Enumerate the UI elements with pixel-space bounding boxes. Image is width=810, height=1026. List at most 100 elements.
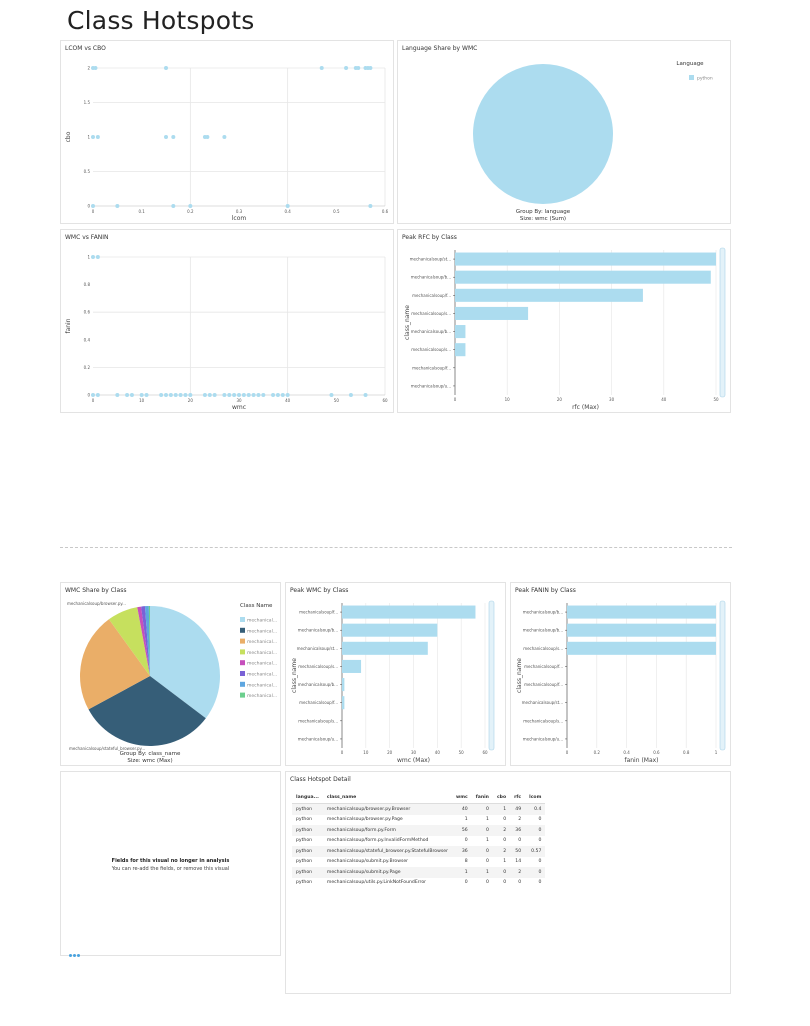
column-header[interactable]: class_name bbox=[322, 792, 452, 804]
panel-title: Peak FANIN by Class bbox=[515, 587, 576, 594]
data-point bbox=[368, 204, 373, 208]
table-cell: mechanicalsoup/utils.py.LinkNotFoundErro… bbox=[326, 880, 427, 886]
data-point bbox=[251, 393, 256, 397]
data-point bbox=[280, 393, 285, 397]
wmc-fanin-panel[interactable]: WMC vs FANIN 0 10 20 30 40 50 60 0 0.2 0.4 0.6 0.8 1… bbox=[60, 229, 394, 413]
table-cell: 0 bbox=[518, 880, 522, 886]
table-cell: 1 bbox=[471, 867, 493, 878]
legend-swatch bbox=[240, 692, 245, 698]
pie-footer-size: Size: wmc (Max) bbox=[127, 758, 172, 764]
peak-wmc-panel[interactable]: Peak WMC by Class 0 10 20 30 40 50 60 mechanica… bbox=[285, 582, 506, 766]
category-label: mechanicalsoup/st... bbox=[297, 646, 338, 651]
table-cell: python bbox=[296, 880, 313, 886]
x-tick-label: 20 bbox=[557, 397, 563, 402]
table-row[interactable]: python mechanicalsoup/utils.py.LinkNotFou… bbox=[292, 878, 545, 889]
pie-slice bbox=[141, 606, 150, 676]
detail-table: langua... class_name wmc fanin cbo rfc lcom py… bbox=[292, 792, 546, 889]
legend-item: python bbox=[697, 76, 713, 82]
legend-item: mechanical... bbox=[247, 650, 277, 656]
table-cell: 40 bbox=[451, 803, 472, 815]
category-label: mechanicalsoup/f... bbox=[412, 293, 451, 298]
x-tick-label: 0.6 bbox=[653, 750, 660, 755]
pie-slice bbox=[148, 606, 150, 676]
y-tick-label: 0.8 bbox=[84, 282, 91, 287]
table-cell: 1 bbox=[486, 838, 489, 844]
table-cell: 36 bbox=[451, 846, 472, 857]
data-point bbox=[344, 66, 349, 70]
data-point bbox=[95, 393, 100, 397]
category-label: mechanicalsoup/f... bbox=[299, 700, 338, 705]
bar bbox=[455, 252, 716, 266]
column-header[interactable]: langua... bbox=[292, 792, 323, 804]
category-label: mechanicalsoup/u... bbox=[298, 736, 338, 741]
table-cell: python bbox=[296, 838, 313, 844]
table-cell: 36 bbox=[510, 825, 526, 836]
data-point bbox=[144, 393, 149, 397]
table-row[interactable]: python mechanicalsoup/browser.py.Browser 4… bbox=[292, 803, 546, 815]
peak-wmc-chart: 0 10 20 30 40 50 60 mechanicalsoup/f... mechanic… bbox=[291, 600, 495, 764]
table-row[interactable]: python mechanicalsoup/browser.py.Page 1 1 0 2… bbox=[292, 815, 545, 826]
pie-footer-group: Group By: language bbox=[516, 209, 571, 215]
x-tick-label: 0.1 bbox=[138, 209, 145, 214]
x-tick-label: 60 bbox=[382, 398, 388, 403]
peak-rfc-panel[interactable]: Peak RFC by Class 0 10 20 30 40 50 mechanicals… bbox=[397, 229, 731, 413]
bar bbox=[567, 641, 716, 655]
table-cell: python bbox=[292, 825, 323, 836]
table-cell: 1 bbox=[486, 817, 489, 823]
table-row[interactable]: python mechanicalsoup/form.py.InvalidForm… bbox=[292, 836, 545, 847]
lcom-cbo-chart: 0 0.1 0.2 0.3 0.4 0.5 0.6 0 0.5 1 1.5 2 lcom cbo bbox=[65, 66, 389, 223]
data-point bbox=[188, 204, 193, 208]
x-tick-label: 0.2 bbox=[187, 209, 194, 214]
table-row[interactable]: python mechanicalsoup/stateful_browser.py… bbox=[292, 846, 546, 857]
column-header[interactable]: fanin bbox=[471, 792, 493, 804]
y-tick-label: 2 bbox=[87, 66, 90, 71]
data-point bbox=[319, 66, 324, 70]
table-cell: 56 bbox=[451, 825, 472, 836]
table-cell: 0 bbox=[471, 803, 493, 815]
data-point bbox=[171, 135, 176, 139]
column-header[interactable]: rfc bbox=[510, 792, 526, 804]
table-cell: mechanicalsoup/stateful_browser.py.State… bbox=[322, 846, 452, 857]
wmc-share-panel[interactable]: WMC Share by Class mechanicalsoup/browse… bbox=[60, 582, 281, 766]
category-label: mechanicalsoup/s... bbox=[523, 646, 563, 651]
x-tick-label: 40 bbox=[661, 397, 667, 402]
missing-fields-message: Fields for this visual no longer in anal… bbox=[111, 858, 230, 864]
table-cell: 0 bbox=[471, 846, 493, 857]
column-header[interactable]: cbo bbox=[492, 792, 511, 804]
x-tick-label: 30 bbox=[236, 398, 242, 403]
lcom-cbo-panel[interactable]: LCOM vs CBO 0 0.1 0.2 0.3 0.4 0.5 0.6 0 0.5 1 1.5 2… bbox=[60, 40, 394, 224]
table-cell: 1 bbox=[451, 867, 472, 878]
category-label: mechanicalsoup/b... bbox=[411, 329, 451, 334]
legend-swatch bbox=[240, 638, 245, 644]
missing-fields-panel[interactable]: Fields for this visual no longer in anal… bbox=[60, 771, 281, 957]
peak-fanin-chart: 0 0.2 0.4 0.6 0.8 1 mechanicalsoup/b... mechani… bbox=[516, 600, 726, 764]
x-axis-label: rfc (Max) bbox=[572, 404, 599, 411]
data-point bbox=[183, 393, 188, 397]
loading-dots-icon bbox=[69, 942, 81, 961]
table-cell: 0 bbox=[503, 880, 507, 886]
x-tick-label: 1 bbox=[715, 750, 718, 755]
x-axis-label: fanin (Max) bbox=[624, 757, 658, 764]
x-tick-label: 0 bbox=[566, 750, 569, 755]
table-row[interactable]: python mechanicalsoup/submit.py.Browser 8 0… bbox=[292, 857, 545, 868]
x-tick-label: 10 bbox=[505, 397, 511, 402]
data-point bbox=[129, 393, 134, 397]
detail-panel[interactable]: Class Hotspot Detail langua... class_name… bbox=[285, 771, 731, 994]
table-cell: 0 bbox=[538, 880, 542, 886]
column-header[interactable]: wmc bbox=[451, 792, 472, 804]
table-row[interactable]: python mechanicalsoup/submit.py.Page 1 1 0 2 0 bbox=[292, 867, 546, 878]
category-label: mechanicalsoup/f... bbox=[524, 664, 563, 669]
panel-title: WMC vs FANIN bbox=[65, 234, 109, 241]
data-point bbox=[171, 204, 176, 208]
column-header[interactable]: lcom bbox=[525, 792, 546, 804]
x-tick-label: 10 bbox=[363, 750, 369, 755]
legend-item: mechanical... bbox=[247, 672, 277, 678]
slice-label: mechanicalsoup/stateful_browser.py... bbox=[69, 746, 145, 751]
x-tick-label: 0 bbox=[341, 750, 344, 755]
language-share-panel[interactable]: Language Share by WMC Language python Grou… bbox=[397, 40, 731, 224]
legend-title: Class Name bbox=[240, 603, 273, 609]
table-cell: mechanicalsoup/form.py.Form bbox=[322, 825, 452, 836]
data-point bbox=[164, 135, 168, 139]
peak-fanin-panel[interactable]: Peak FANIN by Class 0 0.2 0.4 0.6 0.8 1 mechan… bbox=[510, 582, 731, 766]
table-row[interactable]: python mechanicalsoup/form.py.Form 56 0 2 36 0 bbox=[292, 825, 546, 836]
